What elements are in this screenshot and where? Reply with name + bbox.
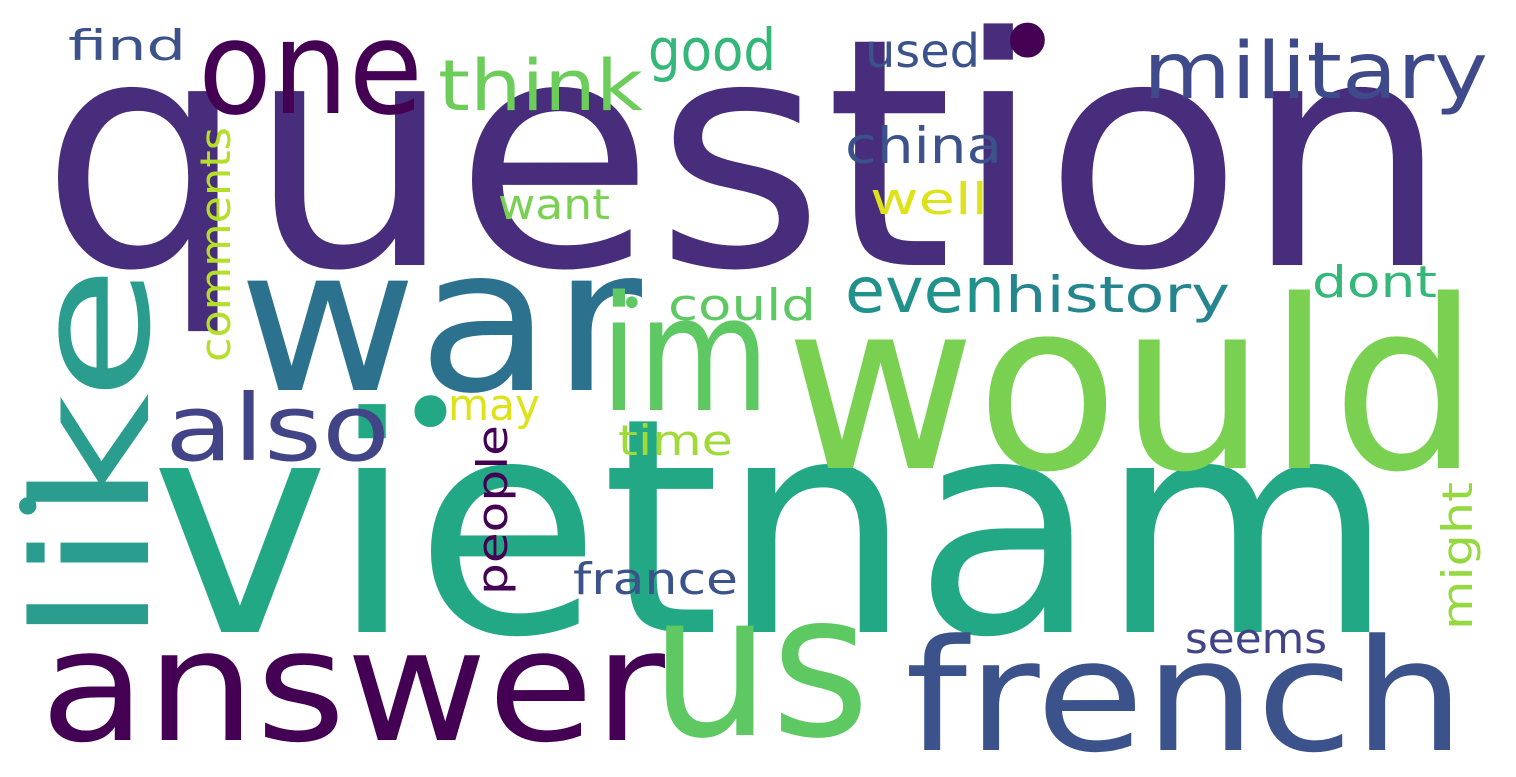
word-history: history xyxy=(1005,266,1230,324)
word-even: even xyxy=(845,254,1005,327)
word-time: time xyxy=(618,416,733,465)
word-answer: answer xyxy=(40,596,665,777)
word-think: think xyxy=(438,45,644,127)
word-could: could xyxy=(668,280,816,331)
word-war: war xyxy=(238,205,643,438)
word-question: question xyxy=(40,0,1450,340)
word-military: military xyxy=(1143,27,1488,117)
word-seems: seems xyxy=(1185,614,1327,663)
bullet-1: • xyxy=(992,0,1063,114)
word-would: would xyxy=(785,251,1480,524)
word-france: france xyxy=(573,554,738,605)
word-im: im xyxy=(600,261,770,448)
word-china: china xyxy=(845,117,1002,175)
bullet-4: • xyxy=(10,473,45,543)
word-used: used xyxy=(865,24,980,78)
word-people: people xyxy=(468,425,517,595)
word-may: may xyxy=(448,380,540,431)
word-comments: comments xyxy=(191,127,240,362)
word-one: one xyxy=(198,0,423,144)
word-well: well xyxy=(870,174,988,225)
word-french: french xyxy=(905,606,1465,777)
word-good: good xyxy=(648,16,776,84)
word-vietnam: vietnam xyxy=(150,354,1395,703)
word-want: want xyxy=(498,180,610,229)
bullet-2: • xyxy=(398,350,463,478)
word-us: us xyxy=(650,550,870,777)
word-also: also xyxy=(165,375,390,482)
word-find: find xyxy=(68,21,186,70)
word-dont: dont xyxy=(1312,257,1437,308)
word-might: might xyxy=(1433,482,1482,630)
bullet-3: • xyxy=(620,281,644,327)
word-like: like xyxy=(0,265,186,645)
